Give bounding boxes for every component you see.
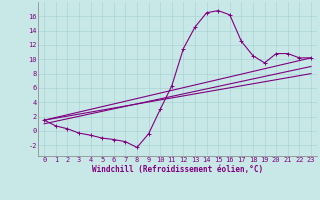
X-axis label: Windchill (Refroidissement éolien,°C): Windchill (Refroidissement éolien,°C)	[92, 165, 263, 174]
